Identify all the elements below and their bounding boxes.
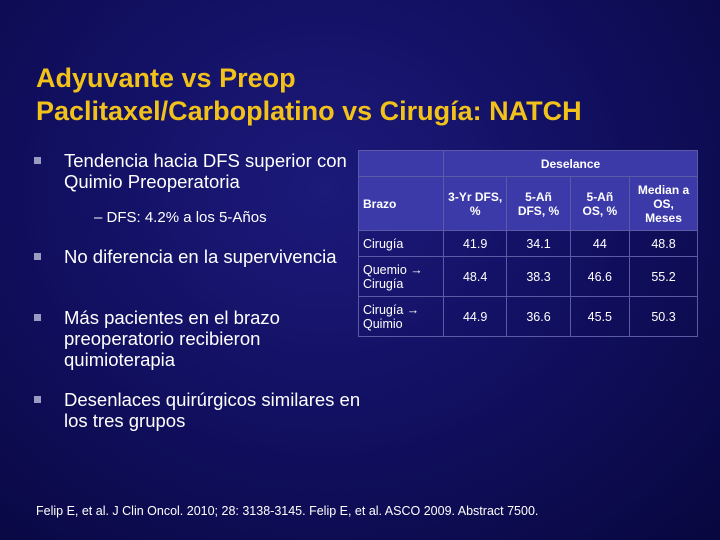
value-cell: 48.4 bbox=[442, 256, 508, 297]
bullet-text: Tendencia hacia DFS superior con Quimio … bbox=[64, 150, 347, 192]
table-corner bbox=[358, 150, 444, 177]
table-row: Cirugía → Quimio 44.9 36.6 45.5 50.3 bbox=[358, 296, 698, 337]
title-line-2: Paclitaxel/Carboplatino vs Cirugía: NATC… bbox=[36, 96, 582, 126]
table-row: Quemio → Cirugía 48.4 38.3 46.6 55.2 bbox=[358, 256, 698, 297]
column-header: 3-Yr DFS, % bbox=[442, 176, 508, 231]
bullet-square-icon bbox=[34, 157, 41, 164]
bullet-text: Más pacientes en el brazo preoperatorio … bbox=[64, 307, 280, 370]
column-header: Median a OS, Meses bbox=[629, 176, 698, 231]
value-cell: 44 bbox=[569, 230, 631, 257]
group-header: Deselance bbox=[443, 150, 698, 177]
outcomes-table: Deselance Brazo 3-Yr DFS, % 5-Añ DFS, % … bbox=[358, 150, 698, 337]
brazo-header: Brazo bbox=[358, 176, 444, 231]
bullet-square-icon bbox=[34, 396, 41, 403]
citation-footnote: Felip E, et al. J Clin Oncol. 2010; 28: … bbox=[36, 504, 539, 518]
bullet-square-icon bbox=[34, 314, 41, 321]
arm-cell: Cirugía → Quimio bbox=[358, 296, 444, 337]
value-cell: 48.8 bbox=[629, 230, 698, 257]
bullet-text: Desenlaces quirúrgicos similares en los … bbox=[64, 389, 361, 431]
value-cell: 41.9 bbox=[442, 230, 508, 257]
column-header: 5-Añ OS, % bbox=[569, 176, 631, 231]
value-cell: 45.5 bbox=[569, 296, 631, 337]
bullet-square-icon bbox=[34, 253, 41, 260]
title-line-1: Adyuvante vs Preop bbox=[36, 63, 296, 93]
value-cell: 55.2 bbox=[629, 256, 698, 297]
value-cell: 50.3 bbox=[629, 296, 698, 337]
bullet-text: No diferencia en la supervivencia bbox=[64, 246, 337, 267]
slide-title: Adyuvante vs Preop Paclitaxel/Carboplati… bbox=[36, 62, 706, 128]
value-cell: 36.6 bbox=[506, 296, 571, 337]
arm-cell: Cirugía bbox=[358, 230, 444, 257]
value-cell: 38.3 bbox=[506, 256, 571, 297]
value-cell: 34.1 bbox=[506, 230, 571, 257]
table-row: Cirugía 41.9 34.1 44 48.8 bbox=[358, 230, 698, 257]
value-cell: 44.9 bbox=[442, 296, 508, 337]
sub-bullet: – DFS: 4.2% a los 5-Años bbox=[94, 209, 267, 226]
column-header: 5-Añ DFS, % bbox=[506, 176, 571, 231]
arm-cell: Quemio → Cirugía bbox=[358, 256, 444, 297]
value-cell: 46.6 bbox=[569, 256, 631, 297]
